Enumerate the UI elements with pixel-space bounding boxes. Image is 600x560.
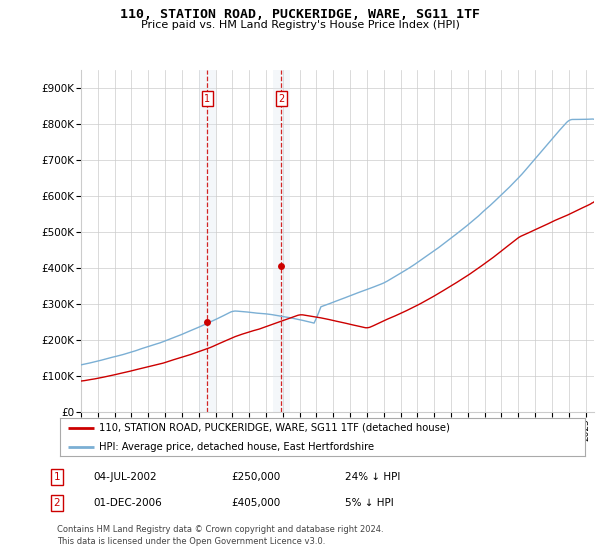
Text: 110, STATION ROAD, PUCKERIDGE, WARE, SG11 1TF: 110, STATION ROAD, PUCKERIDGE, WARE, SG1… xyxy=(120,8,480,21)
Text: £405,000: £405,000 xyxy=(231,498,280,508)
Text: 24% ↓ HPI: 24% ↓ HPI xyxy=(345,472,400,482)
Text: 2: 2 xyxy=(53,498,61,508)
Text: 1: 1 xyxy=(204,94,210,104)
Text: 5% ↓ HPI: 5% ↓ HPI xyxy=(345,498,394,508)
Text: 01-DEC-2006: 01-DEC-2006 xyxy=(93,498,162,508)
Text: Price paid vs. HM Land Registry's House Price Index (HPI): Price paid vs. HM Land Registry's House … xyxy=(140,20,460,30)
Bar xyxy=(273,70,290,412)
Text: This data is licensed under the Open Government Licence v3.0.: This data is licensed under the Open Gov… xyxy=(57,537,325,546)
Text: Contains HM Land Registry data © Crown copyright and database right 2024.: Contains HM Land Registry data © Crown c… xyxy=(57,525,383,534)
Bar xyxy=(199,70,215,412)
Text: £250,000: £250,000 xyxy=(231,472,280,482)
Text: 2: 2 xyxy=(278,94,284,104)
Text: 04-JUL-2002: 04-JUL-2002 xyxy=(93,472,157,482)
Text: HPI: Average price, detached house, East Hertfordshire: HPI: Average price, detached house, East… xyxy=(100,442,374,452)
Text: 110, STATION ROAD, PUCKERIDGE, WARE, SG11 1TF (detached house): 110, STATION ROAD, PUCKERIDGE, WARE, SG1… xyxy=(100,423,450,433)
Text: 1: 1 xyxy=(53,472,61,482)
